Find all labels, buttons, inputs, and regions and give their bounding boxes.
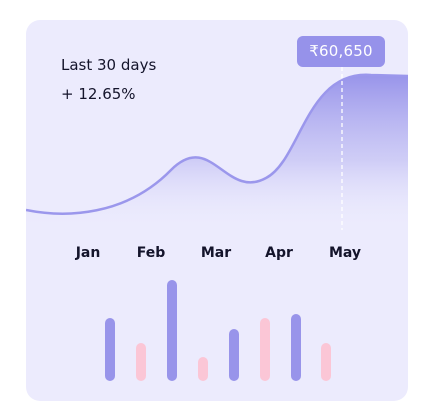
pink-bar-2 [136,343,146,381]
purple-bar-1 [105,318,115,381]
pink-bar-6 [260,318,270,381]
pink-bar-8 [321,343,331,381]
trend-line [26,73,408,215]
purple-bar-5 [229,329,239,381]
purple-bar-3 [167,280,177,381]
purple-bar-7 [291,314,301,381]
sales-card: Last 30 days + 12.65% ₹60,650 Jan Feb Ma… [26,20,408,401]
month-label-jan: Jan [75,245,101,261]
value-tooltip: ₹60,650 [297,36,385,67]
change-percentage: + 12.65% [61,85,136,103]
month-label-may: May [328,245,362,261]
summary-block: Last 30 days + 12.65% [61,55,156,104]
trend-area [26,74,408,231]
trend-area-chart [26,67,408,231]
period-label: Last 30 days [61,56,157,74]
month-label-apr: Apr [265,245,293,261]
month-label-mar: Mar [200,245,232,261]
month-label-feb: Feb [136,245,166,261]
pink-bar-4 [198,357,208,381]
